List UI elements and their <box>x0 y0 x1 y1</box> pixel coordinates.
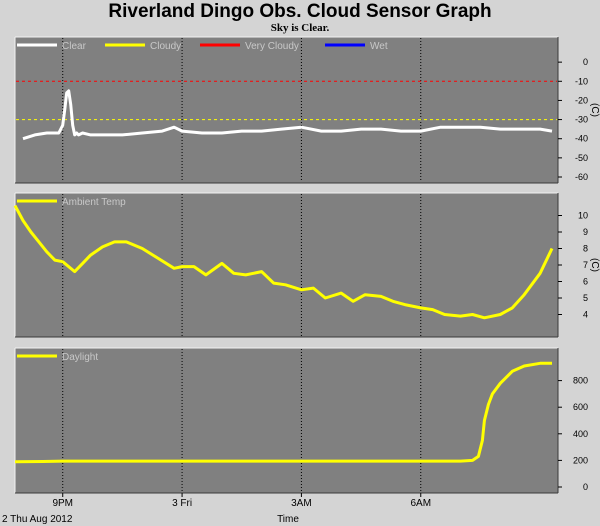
x-tick-label: 9PM <box>52 498 73 509</box>
y-tick-label: -60 <box>575 172 588 182</box>
series-clear <box>22 89 553 141</box>
chart-subtitle: Sky is Clear. <box>270 22 330 34</box>
chart-title: Riverland Dingo Obs. Cloud Sensor Graph <box>108 1 492 22</box>
x-tick-label: 3 Fri <box>172 498 192 509</box>
y-tick-label: 600 <box>573 402 588 412</box>
y-axis-label: (C) <box>589 103 600 117</box>
legend-label: Ambient Temp <box>62 197 126 208</box>
x-tick-label: 3AM <box>291 498 312 509</box>
series-ambient-temp <box>13 204 554 320</box>
x-axis-label: Time <box>277 514 299 525</box>
y-tick-label: 200 <box>573 455 588 465</box>
legend-label: Clear <box>62 41 87 52</box>
series-daylight <box>14 361 552 464</box>
legend-label: Very Cloudy <box>245 41 299 52</box>
plot-area-2 <box>15 193 558 337</box>
plot-area-3 <box>15 348 558 493</box>
y-tick-label: 6 <box>583 277 588 287</box>
y-tick-label: -50 <box>575 153 588 163</box>
y-tick-label: 8 <box>583 244 588 254</box>
legend-label: Cloudy <box>150 41 181 52</box>
y-tick-label: -40 <box>575 134 588 144</box>
y-tick-label: 5 <box>583 293 588 303</box>
y-tick-label: 9 <box>583 227 588 237</box>
legend-label: Wet <box>370 41 388 52</box>
y-tick-label: -20 <box>575 95 588 105</box>
y-tick-label: 0 <box>583 57 588 67</box>
y-tick-label: 7 <box>583 260 588 270</box>
plot-area-1 <box>15 37 558 183</box>
y-tick-label: 800 <box>573 376 588 386</box>
y-tick-label: 10 <box>578 211 588 221</box>
x-tick-label: 6AM <box>410 498 431 509</box>
legend-label: Daylight <box>62 352 98 363</box>
y-tick-label: 400 <box>573 429 588 439</box>
y-axis-label: (C) <box>589 258 600 272</box>
y-tick-label: -10 <box>575 76 588 86</box>
y-tick-label: 0 <box>583 482 588 492</box>
y-tick-label: -30 <box>575 115 588 125</box>
date-label: 2 Thu Aug 2012 <box>2 514 73 525</box>
y-tick-label: 4 <box>583 310 588 320</box>
